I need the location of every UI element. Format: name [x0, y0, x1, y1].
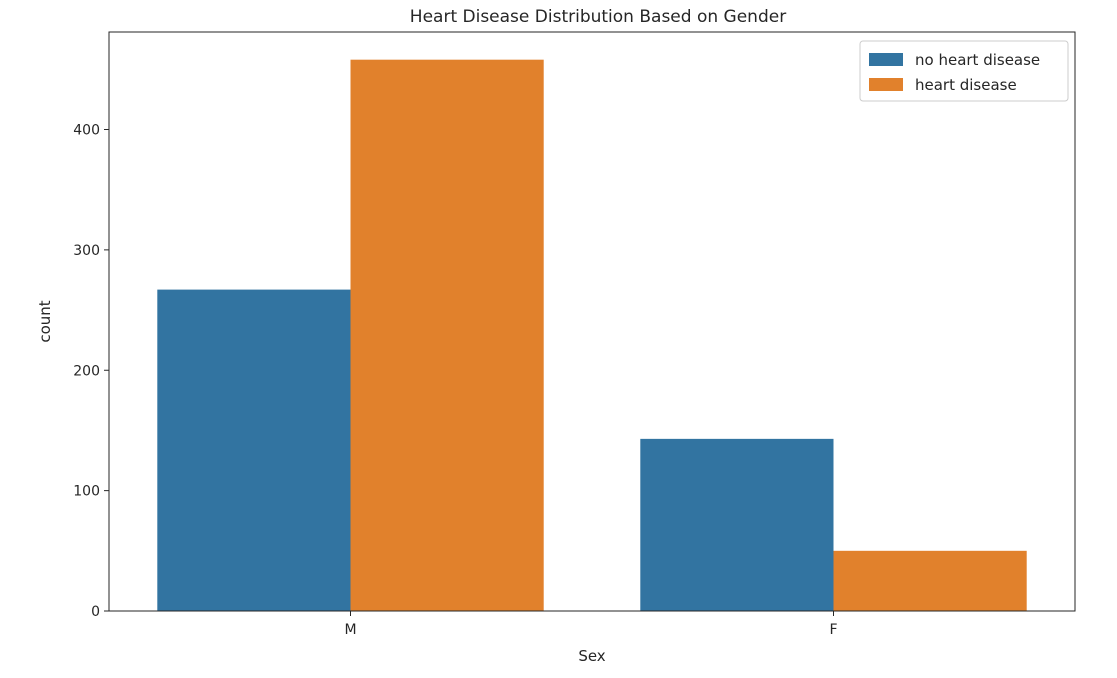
bars-group: [157, 59, 1027, 611]
y-tick-label: 100: [73, 484, 100, 500]
bar-m-series-1: [350, 59, 544, 611]
plot-frame: [108, 31, 1076, 612]
legend-label: heart disease: [915, 76, 1017, 94]
legend-swatch: [869, 53, 903, 66]
bar-m-series-0: [157, 289, 351, 611]
legend: no heart disease heart disease: [859, 40, 1069, 102]
chart-title: Heart Disease Distribution Based on Gend…: [410, 7, 786, 27]
y-tick-label: 200: [73, 363, 100, 379]
y-tick-label: 400: [73, 123, 100, 139]
x-tick-label: M: [344, 622, 356, 638]
y-tick-label: 300: [73, 243, 100, 259]
x-axis-label: Sex: [578, 647, 605, 665]
legend-label: no heart disease: [915, 51, 1040, 69]
legend-box: [859, 40, 1069, 102]
y-axis: 0 100 200 300 400: [73, 123, 109, 620]
x-tick-label: F: [829, 622, 837, 638]
legend-swatch: [869, 78, 903, 91]
y-tick-label: 0: [91, 604, 100, 620]
bar-f-series-1: [833, 550, 1027, 611]
bar-f-series-0: [640, 438, 834, 611]
y-axis-label: count: [36, 300, 54, 342]
